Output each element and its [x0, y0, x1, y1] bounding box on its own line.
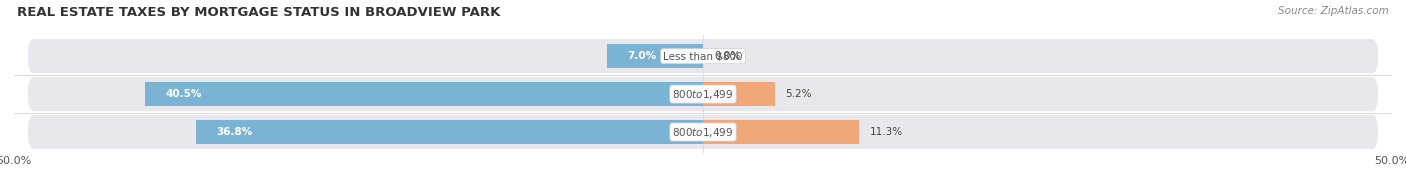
Text: 7.0%: 7.0% [627, 51, 657, 61]
Text: 0.0%: 0.0% [714, 51, 741, 61]
Text: 5.2%: 5.2% [786, 89, 813, 99]
Bar [703, 82, 775, 106]
Bar [606, 44, 703, 68]
Bar [145, 82, 703, 106]
Text: $800 to $1,499: $800 to $1,499 [672, 125, 734, 139]
FancyBboxPatch shape [28, 77, 1378, 111]
FancyBboxPatch shape [28, 39, 1378, 73]
Text: 40.5%: 40.5% [166, 89, 202, 99]
Text: $800 to $1,499: $800 to $1,499 [672, 88, 734, 101]
Bar [195, 120, 703, 144]
Text: Less than $800: Less than $800 [664, 51, 742, 61]
FancyBboxPatch shape [28, 115, 1378, 149]
Bar [703, 120, 859, 144]
Text: 11.3%: 11.3% [870, 127, 903, 137]
Text: REAL ESTATE TAXES BY MORTGAGE STATUS IN BROADVIEW PARK: REAL ESTATE TAXES BY MORTGAGE STATUS IN … [17, 6, 501, 19]
Text: 36.8%: 36.8% [217, 127, 253, 137]
Text: Source: ZipAtlas.com: Source: ZipAtlas.com [1278, 6, 1389, 16]
